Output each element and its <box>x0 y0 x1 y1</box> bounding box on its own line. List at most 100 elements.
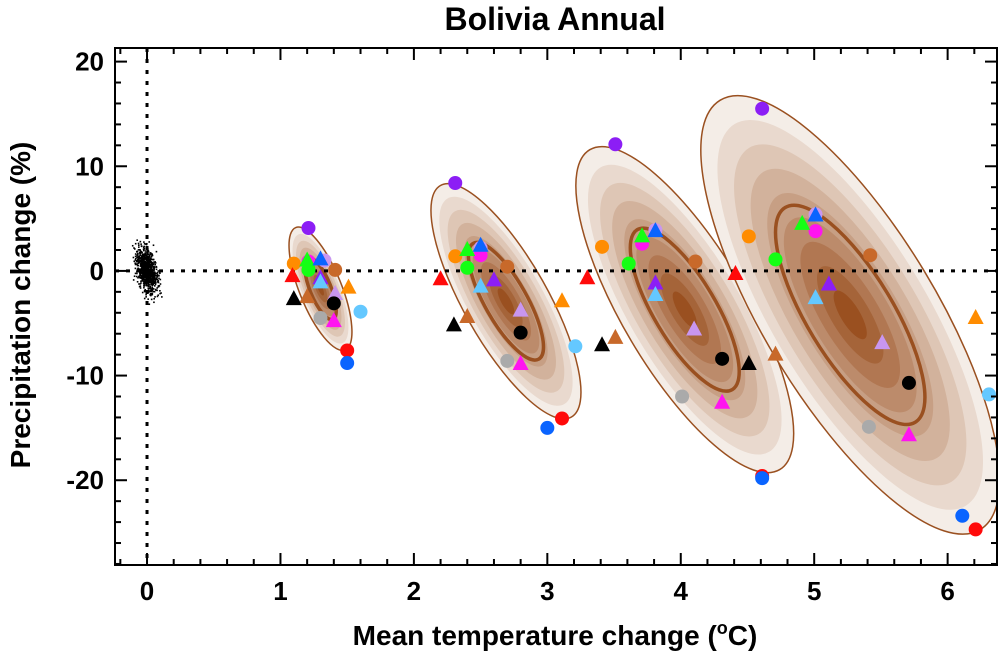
control-sample-point <box>156 278 159 281</box>
control-sample-point <box>144 243 147 245</box>
control-sample-point <box>143 280 145 283</box>
control-sample-point <box>151 271 153 273</box>
control-sample-point <box>149 253 152 256</box>
control-sample-point <box>152 263 155 266</box>
blue-circle-point <box>755 471 770 486</box>
control-sample-point <box>154 273 156 276</box>
control-sample-point <box>139 252 141 255</box>
control-sample-point <box>149 265 151 267</box>
control-sample-point <box>152 288 155 290</box>
control-sample-point <box>136 239 138 241</box>
x-tick-label: 2 <box>407 576 421 606</box>
control-sample-point <box>155 250 158 253</box>
purple-triangle-point <box>820 275 837 291</box>
control-sample-point <box>141 276 144 279</box>
control-sample-point <box>151 269 154 271</box>
control-sample-point <box>150 272 153 275</box>
control-sample-point <box>139 265 142 267</box>
y-tick-label: -20 <box>66 465 104 495</box>
magenta-triangle-point <box>900 426 917 442</box>
control-sample-point <box>159 278 162 281</box>
control-sample-point <box>143 260 146 263</box>
magenta-triangle-point <box>512 355 529 371</box>
contour-line-inner <box>628 226 741 393</box>
control-sample-point <box>148 289 150 292</box>
control-sample-point <box>146 272 148 275</box>
control-sample-point <box>149 294 151 296</box>
control-sample-point <box>147 291 150 293</box>
control-sample-point <box>134 259 137 261</box>
control-sample-point <box>157 270 160 272</box>
control-sample-point <box>148 256 151 258</box>
x-tick-labels: 0 1 2 3 4 5 6 <box>140 576 955 606</box>
contour-band <box>833 290 867 340</box>
control-sample-point <box>136 280 139 283</box>
control-sample-point <box>149 266 151 269</box>
control-sample-point <box>154 277 156 279</box>
control-sample-point <box>139 273 142 276</box>
control-sample-point <box>147 283 150 286</box>
control-sample-point <box>148 303 151 306</box>
orange-circle-point <box>448 249 463 264</box>
orange-triangle-point <box>967 309 984 325</box>
control-sample-point <box>157 285 160 287</box>
control-sample-point <box>138 246 140 248</box>
control-sample-point <box>155 281 157 284</box>
control-sample-point <box>140 264 143 266</box>
control-sample-point <box>143 262 146 265</box>
control-sample-point <box>151 265 154 267</box>
control-sample-point <box>156 289 158 292</box>
control-sample-point <box>152 258 155 261</box>
lightblue-triangle-point <box>807 289 824 305</box>
control-sample-point <box>151 293 154 296</box>
distribution-period-3 <box>575 145 795 474</box>
control-sample-point <box>154 263 157 266</box>
control-sample-point <box>140 272 142 274</box>
control-sample-point <box>149 273 152 275</box>
control-sample-point <box>143 284 145 287</box>
red-triangle-point <box>727 265 744 281</box>
control-sample-point <box>138 255 141 258</box>
control-sample-point <box>146 249 149 252</box>
x-tick-label: 4 <box>674 576 689 606</box>
control-sample-point <box>149 259 152 262</box>
control-sample-point <box>147 276 150 278</box>
control-sample-point <box>137 244 140 246</box>
control-sample-point <box>137 242 140 245</box>
control-sample-point <box>152 275 155 278</box>
control-sample-point <box>143 267 146 269</box>
control-sample-point <box>140 265 143 267</box>
control-sample-point <box>139 287 142 289</box>
control-sample-point <box>152 278 154 280</box>
control-sample-point <box>156 271 159 274</box>
control-sample-point <box>138 283 140 285</box>
control-sample-point <box>151 280 153 283</box>
control-sample-point <box>141 278 144 281</box>
control-sample-point <box>149 263 151 266</box>
control-sample-point <box>140 280 142 283</box>
control-sample-point <box>153 301 155 304</box>
magenta-circle-point <box>808 224 823 239</box>
control-sample-point <box>137 276 139 279</box>
control-sample-point <box>152 265 155 268</box>
control-sample-point <box>152 282 155 285</box>
control-sample-point <box>142 261 145 264</box>
control-sample-point <box>146 250 149 252</box>
control-sample-point <box>147 285 150 287</box>
control-sample-point <box>148 276 151 279</box>
control-sample-point <box>132 256 135 259</box>
control-sample-point <box>153 280 155 283</box>
control-sample-point <box>152 272 155 275</box>
control-sample-point <box>147 272 149 274</box>
control-sample-point <box>142 278 145 281</box>
brown-triangle-point <box>459 307 476 323</box>
control-sample-point <box>145 274 148 277</box>
control-sample-point <box>156 295 159 298</box>
control-sample-point <box>153 297 155 300</box>
control-sample-point <box>154 280 157 283</box>
control-sample-point <box>137 261 140 263</box>
control-sample-point <box>140 257 143 259</box>
red-triangle-point <box>579 269 596 285</box>
control-sample-point <box>151 286 154 289</box>
control-sample-point <box>134 248 136 250</box>
